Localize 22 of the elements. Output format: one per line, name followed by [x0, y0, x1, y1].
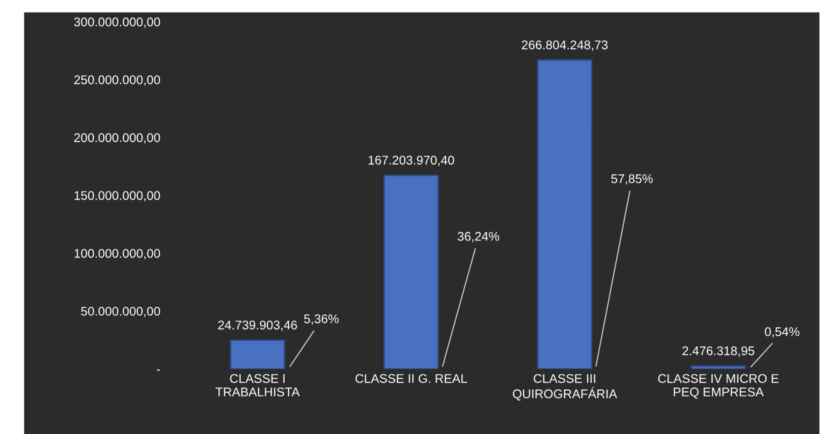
- y-tick-label: 100.000.000,00: [74, 248, 160, 260]
- data-label: 167.203.970,40: [368, 156, 454, 166]
- y-tick-label: 150.000.000,00: [74, 191, 160, 202]
- data-label: 2.476.318,95: [682, 346, 754, 357]
- annotation: 5,36%: [304, 314, 339, 325]
- x-tick-label: CLASSE I TRABALHISTA: [216, 374, 300, 396]
- annotation: 0,54%: [764, 327, 800, 338]
- x-tick-label: CLASSE IV MICRO E PEQ EMPRESA: [658, 374, 779, 399]
- bar: [537, 59, 592, 369]
- data-label: 24.739.903,46: [218, 320, 297, 331]
- x-tick-label: CLASSE III QUIROGRAFÁRIA: [512, 374, 618, 401]
- annotation: 57,85%: [611, 174, 653, 185]
- y-tick-label: 50.000.000,00: [81, 306, 160, 318]
- y-tick-label: -: [156, 370, 160, 371]
- x-tick-label: CLASSE II G. REAL: [356, 374, 467, 383]
- bar: [384, 174, 439, 369]
- y-tick-label: 250.000.000,00: [74, 75, 160, 86]
- annotation: 36,24%: [458, 232, 500, 242]
- bar: [230, 340, 286, 369]
- y-tick-label: 200.000.000,00: [74, 133, 160, 144]
- y-tick-label: 300.000.000,00: [74, 18, 160, 28]
- data-label: 266.804.248,73: [522, 40, 608, 51]
